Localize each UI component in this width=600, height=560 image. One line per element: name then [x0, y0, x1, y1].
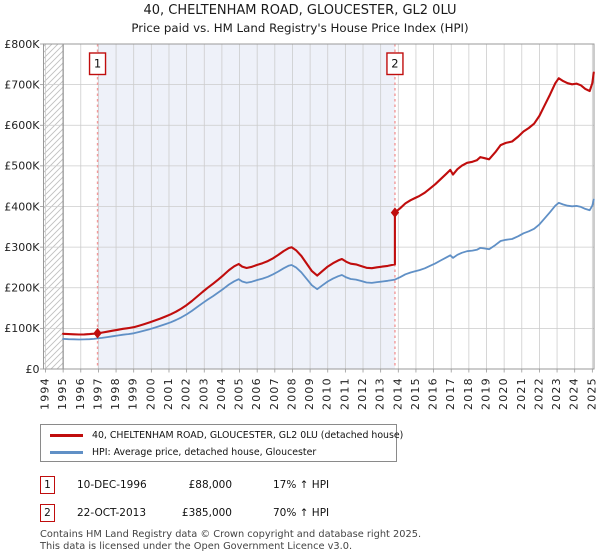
- x-axis-label: 2005: [233, 377, 246, 410]
- x-axis-label: 2004: [215, 377, 228, 410]
- y-axis-label: £300K: [4, 241, 40, 254]
- x-axis-label: 2025: [585, 377, 598, 410]
- x-axis-label: 1994: [39, 377, 52, 410]
- x-axis-label: 2013: [374, 377, 387, 410]
- page-title: 40, CHELTENHAM ROAD, GLOUCESTER, GL2 0LU: [143, 3, 457, 18]
- x-axis-label: 2007: [268, 377, 281, 410]
- x-axis-label: 2011: [338, 377, 351, 410]
- y-axis-label: £0: [26, 363, 40, 376]
- legend-swatch-blue-line: [50, 450, 83, 454]
- x-axis-label: 1995: [56, 377, 69, 410]
- x-axis-label: 2006: [250, 377, 263, 410]
- legend-label: HPI: Average price, detached house, Glou…: [92, 446, 317, 458]
- sale-marker-number: 1: [94, 57, 101, 71]
- page-subtitle: Price paid vs. HM Land Registry's House …: [131, 21, 469, 35]
- price-paid-line: [62, 71, 595, 336]
- x-axis-label: 2015: [409, 377, 422, 410]
- license-footer: Contains HM Land Registry data © Crown c…: [40, 529, 580, 552]
- sale-marker-box: [386, 52, 404, 76]
- x-axis-label: 2003: [197, 377, 210, 410]
- y-axis-label: £400K: [4, 200, 40, 213]
- x-axis-label: 2019: [480, 377, 493, 410]
- sale-price: £88,000: [188, 479, 232, 491]
- x-axis-label: 1997: [91, 377, 104, 410]
- x-axis-label: 2018: [462, 377, 475, 410]
- x-axis-label: 2024: [568, 377, 581, 410]
- sale-price: £385,000: [181, 507, 232, 519]
- y-axis-label: £200K: [4, 282, 40, 295]
- sale-marker-badge: 2: [40, 504, 55, 522]
- x-axis-label: 2017: [444, 377, 457, 410]
- legend-swatch-red-line: [50, 433, 83, 437]
- x-axis-label: 2012: [356, 377, 369, 410]
- hpi-line: [62, 198, 595, 341]
- x-axis-label: 1996: [74, 377, 87, 410]
- y-axis-label: £500K: [4, 160, 40, 173]
- y-axis-label: £800K: [4, 38, 40, 51]
- sale-vs-hpi: 17% ↑ HPI: [273, 479, 330, 491]
- x-axis-label: 2014: [391, 377, 404, 410]
- x-axis-label: 2023: [550, 377, 563, 410]
- y-axis-label: £600K: [4, 119, 40, 132]
- x-axis-label: 2010: [321, 377, 334, 410]
- x-axis-label: 1998: [109, 377, 122, 410]
- x-axis-label: 2002: [180, 377, 193, 410]
- x-axis-label: 2000: [144, 377, 157, 410]
- sale-date: 10-DEC-1996: [77, 479, 147, 491]
- footer-line-1: Contains HM Land Registry data © Crown c…: [40, 529, 422, 540]
- sale-point: [390, 207, 400, 218]
- sale-vs-hpi: 70% ↑ HPI: [273, 507, 330, 519]
- sale-marker-box: [88, 52, 107, 76]
- sale-marker-badge: 1: [40, 476, 55, 494]
- x-axis-label: 2008: [286, 377, 299, 410]
- legend-item-price-paid: 40, CHELTENHAM ROAD, GLOUCESTER, GL2 0LU…: [41, 427, 403, 443]
- x-axis-label: 2016: [427, 377, 440, 410]
- sale-point: [93, 328, 102, 339]
- x-axis-label: 2021: [515, 377, 528, 410]
- footer-line-2: This data is licensed under the Open Gov…: [40, 540, 353, 552]
- legend-label: 40, CHELTENHAM ROAD, GLOUCESTER, GL2 0LU…: [92, 429, 404, 441]
- sale-marker-number: 2: [391, 57, 398, 71]
- y-axis-label: £100K: [4, 322, 40, 335]
- y-axis-label: £700K: [4, 78, 40, 91]
- chart-legend: 40, CHELTENHAM ROAD, GLOUCESTER, GL2 0LU…: [40, 424, 403, 462]
- x-axis-label: 2022: [532, 377, 545, 410]
- sale-row-1: 1 10-DEC-1996 £88,000 17% ↑ HPI: [40, 476, 590, 496]
- x-axis-label: 2001: [162, 377, 175, 410]
- sale-row-2: 2 22-OCT-2013 £385,000 70% ↑ HPI: [40, 504, 590, 524]
- legend-item-hpi: HPI: Average price, detached house, Glou…: [41, 444, 396, 460]
- x-axis-label: 1999: [127, 377, 140, 410]
- x-axis-label: 2020: [497, 377, 510, 410]
- price-chart: 1 2 £0 £100K £200K £300K £400K £500K £600K £700K £…: [4, 38, 598, 410]
- sale-date: 22-OCT-2013: [77, 507, 146, 519]
- x-axis-label: 2009: [303, 377, 316, 410]
